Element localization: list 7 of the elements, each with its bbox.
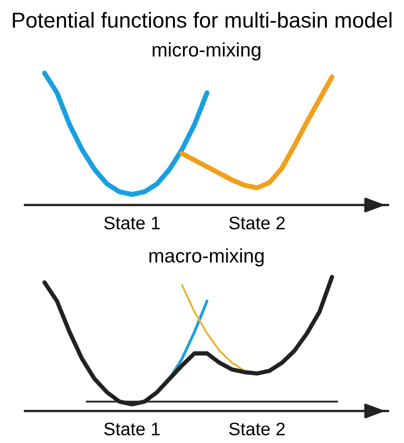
x-tick-label: State 1 <box>104 216 160 230</box>
chart-subtitle: micro-mixing <box>152 42 260 60</box>
x-tick-label: State 2 <box>229 216 285 230</box>
x-tick-label: State 1 <box>104 422 160 436</box>
chart-title: macro-mixing <box>149 248 264 266</box>
chart-title: Potential functions for multi-basin model <box>12 12 392 28</box>
x-tick-label: State 2 <box>229 422 285 436</box>
